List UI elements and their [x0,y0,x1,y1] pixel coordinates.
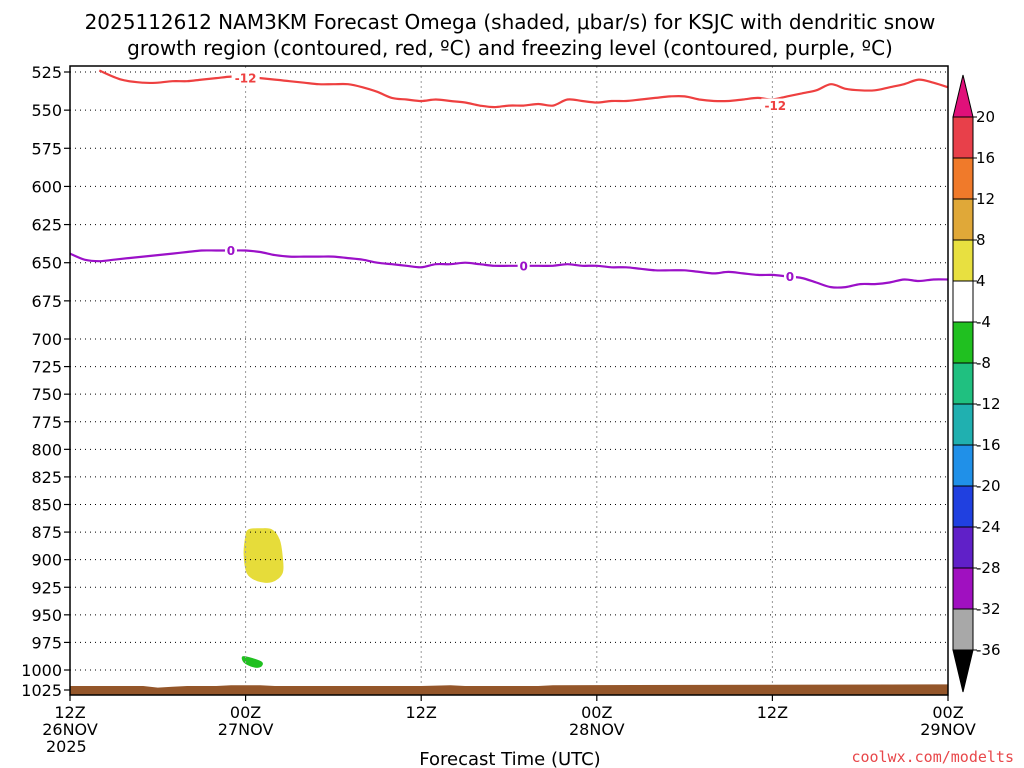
colorbar-label-13: -32 [976,600,1001,618]
x-tick-label-5-2: 29NOV [920,720,976,739]
colorbar-label-4: 8 [976,231,986,249]
contour-label-bg-2-1 [224,243,237,258]
terrain-layer [70,684,948,695]
colorbar-label-10: -20 [976,477,1001,495]
isotherm-contours: -12 -12 0 0 0 [69,69,949,289]
contour-label-2-2: 0 [519,259,527,273]
terrain-fill [70,684,948,695]
plot-frame [69,65,949,696]
colorbar-swatch-5 [952,280,974,323]
plot-border [69,65,949,696]
colorbar-label-7: -8 [976,354,991,372]
colorbar-swatch-3 [952,198,974,241]
colorbar-label-2: 16 [976,149,995,167]
x-tick-label-5-1: 00Z [932,703,963,722]
x-tick-label-1-2: 27NOV [218,720,274,739]
y-tick-label-650: 650 [31,254,62,273]
colorbar-swatch-10 [952,485,974,528]
contour-label-bg-1-1 [231,71,260,86]
y-tick-label-800: 800 [31,440,62,459]
y-tick-label-775: 775 [31,413,62,432]
colorbar-swatch-2 [952,157,974,200]
colorbar-swatch-1 [952,116,974,159]
y-tick-label-875: 875 [31,523,62,542]
y-tick-label-550: 550 [31,101,62,120]
y-tick-label-950: 950 [31,606,62,625]
omega-region-2 [241,655,263,668]
colorbar-swatch-9 [952,444,974,487]
y-tick-label-600: 600 [31,177,62,196]
x-tick-label-3-2: 28NOV [569,720,625,739]
contour-label-bg-2-3 [783,269,796,284]
omega-shading [241,528,284,668]
colorbar-bottom-arrow [952,649,974,693]
y-tick-label-525: 525 [31,63,62,82]
colorbar-label-8: -12 [976,395,1001,413]
x-tick-label-3-1: 00Z [581,703,612,722]
y-tick-label-1025: 1025 [21,681,62,700]
credit-text: coolwx.com/modelts [851,748,1014,766]
colorbar-label-1: 20 [976,108,995,126]
x-tick-label-0-1: 12Z [54,703,85,722]
colorbar-label-9: -16 [976,436,1001,454]
y-tick-label-700: 700 [31,330,62,349]
plot-background [70,66,948,695]
y-tick-label-675: 675 [31,292,62,311]
colorbar-label-11: -24 [976,518,1001,536]
y-tick-label-625: 625 [31,216,62,235]
x-tick-label-1-1: 00Z [230,703,261,722]
y-axis-ticks: 525 550 575 600 625 650 675 700 725 750 775 800 825 8… [21,63,70,700]
y-tick-label-900: 900 [31,551,62,570]
omega-region-1 [243,528,284,583]
colorbar-swatch-12 [952,567,974,610]
colorbar-label-6: -4 [976,313,991,331]
contour-label-bg-2-2 [517,258,530,273]
y-tick-label-925: 925 [31,578,62,597]
contour-label-2-3: 0 [786,270,794,284]
colorbar-swatch-11 [952,526,974,569]
contour-label-1-2: -12 [764,99,786,113]
x-tick-label-2-1: 12Z [406,703,437,722]
colorbar-swatch-7 [952,362,974,405]
colorbar-label-12: -28 [976,559,1001,577]
colorbar-label-3: 12 [976,190,995,208]
colorbar: 20 16 12 8 4 -4 -8 -12 -16 -20 -24 -28 -32 -36 [952,74,1001,693]
contour-label-bg-1-2 [761,98,790,113]
colorbar-label-5: 4 [976,272,986,290]
chart-title-line-2: growth region (contoured, red, ºC) and f… [127,36,893,60]
y-tick-label-1000: 1000 [21,661,62,680]
colorbar-swatch-4 [952,239,974,282]
y-tick-label-750: 750 [31,385,62,404]
y-tick-label-725: 725 [31,358,62,377]
x-tick-label-0-3: 2025 [46,737,87,756]
contour-label-2-1: 0 [227,244,235,258]
colorbar-top-arrow [952,74,974,118]
colorbar-swatch-6 [952,321,974,364]
y-tick-label-575: 575 [31,139,62,158]
y-tick-label-850: 850 [31,496,62,515]
chart-title-line-1: 2025112612 NAM3KM Forecast Omega (shaded… [85,10,936,34]
y-tick-label-975: 975 [31,633,62,652]
colorbar-label-14: -36 [976,641,1001,659]
x-tick-label-0-2: 26NOV [42,720,98,739]
contour-label-1-1: -12 [235,72,257,86]
x-axis-label: Forecast Time (UTC) [419,749,600,768]
y-tick-label-825: 825 [31,468,62,487]
colorbar-swatch-13 [952,608,974,651]
colorbar-swatch-8 [952,403,974,446]
contour-line-2 [69,249,949,289]
x-tick-label-4-1: 12Z [757,703,788,722]
plot-area [70,66,948,695]
